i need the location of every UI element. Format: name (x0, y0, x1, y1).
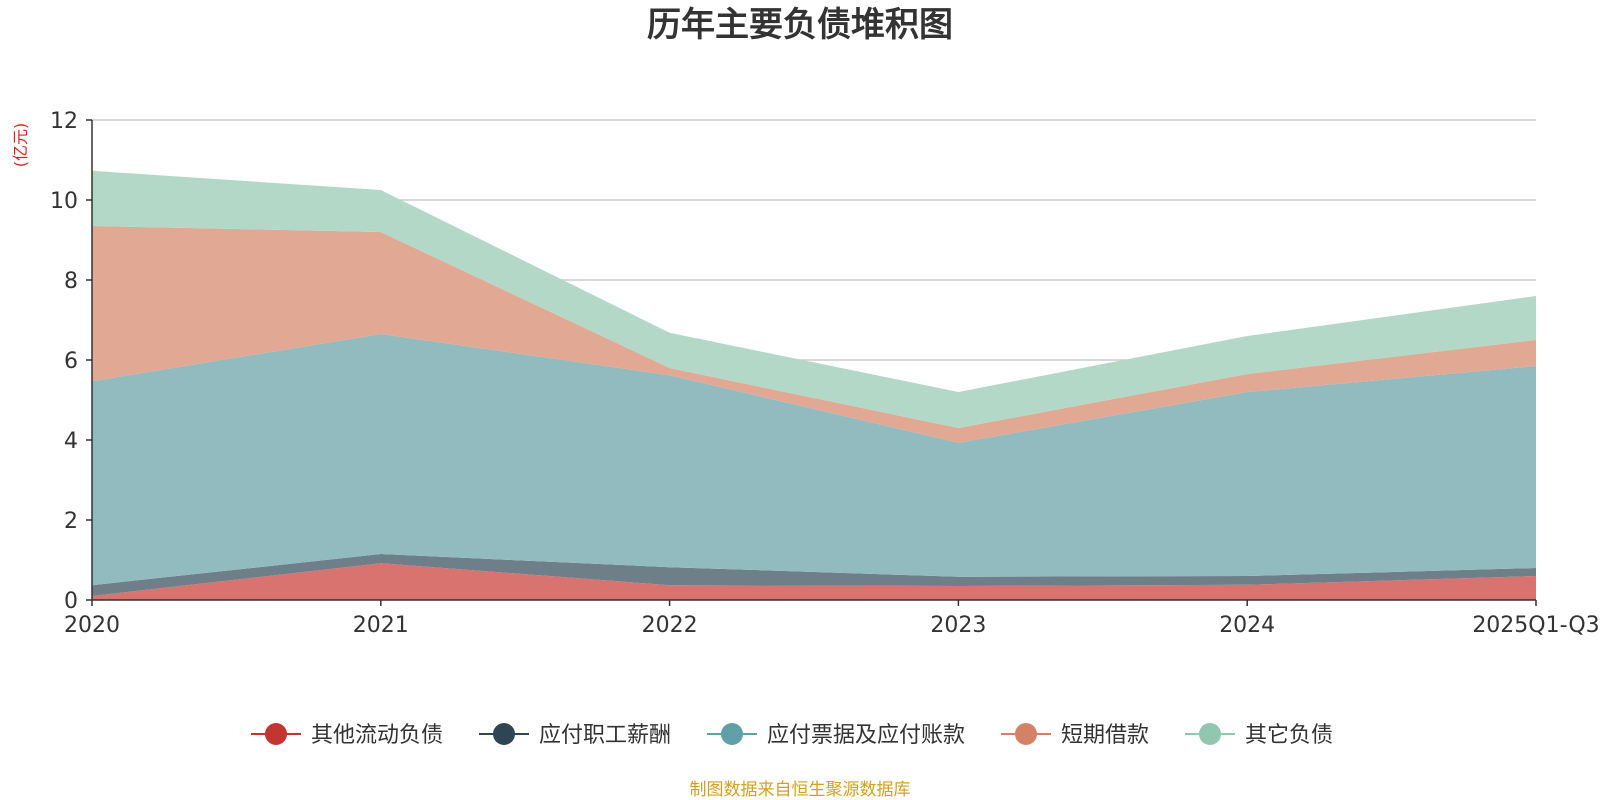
x-axis-ticks: 2020 2021 2022 2023 2024 2025Q1-Q3 (64, 600, 1600, 638)
legend-label-3: 短期借款 (1061, 723, 1149, 748)
x-tick-label-2: 2022 (642, 613, 698, 638)
y-axis-ticks: 0 2 4 6 8 10 12 (50, 109, 92, 614)
y-tick-label-12: 12 (50, 109, 78, 134)
legend-label-2: 应付票据及应付账款 (767, 723, 965, 748)
area-series-2 (92, 334, 1536, 586)
legend-item-1[interactable]: 应付职工薪酬 (479, 723, 671, 748)
y-axis-unit-label: (亿元) (11, 123, 30, 168)
legend-label-4: 其它负债 (1245, 723, 1333, 748)
y-tick-label-6: 6 (64, 349, 78, 374)
legend-item-3[interactable]: 短期借款 (1001, 723, 1149, 748)
legend-item-0[interactable]: 其他流动负债 (251, 723, 443, 748)
y-tick-label-2: 2 (64, 509, 78, 534)
legend-marker-4 (1199, 723, 1221, 745)
x-tick-label-1: 2021 (353, 613, 409, 638)
x-tick-label-0: 2020 (64, 613, 120, 638)
area-series-4 (92, 170, 1536, 429)
area-series-1 (92, 554, 1536, 596)
legend-marker-0 (265, 723, 287, 745)
chart-title: 历年主要负债堆积图 (647, 5, 953, 45)
legend-marker-3 (1015, 723, 1037, 745)
area-series-0 (92, 563, 1536, 600)
legend-label-0: 其他流动负债 (311, 723, 443, 748)
data-source-note: 制图数据来自恒生聚源数据库 (690, 780, 911, 800)
legend-item-4[interactable]: 其它负债 (1185, 723, 1333, 748)
x-tick-label-3: 2023 (930, 613, 986, 638)
area-series-3 (92, 226, 1536, 443)
y-tick-label-4: 4 (64, 429, 78, 454)
y-tick-label-10: 10 (50, 189, 78, 214)
legend-item-2[interactable]: 应付票据及应付账款 (707, 723, 965, 748)
x-tick-label-4: 2024 (1219, 613, 1275, 638)
legend-label-1: 应付职工薪酬 (539, 723, 671, 748)
legend-marker-2 (721, 723, 743, 745)
stacked-areas (92, 170, 1536, 600)
x-tick-label-5: 2025Q1-Q3 (1472, 613, 1599, 638)
legend-marker-1 (493, 723, 515, 745)
y-tick-label-0: 0 (64, 589, 78, 614)
legend[interactable]: 其他流动负债 应付职工薪酬 应付票据及应付账款 短期借款 其它负债 (251, 723, 1333, 748)
y-tick-label-8: 8 (64, 269, 78, 294)
